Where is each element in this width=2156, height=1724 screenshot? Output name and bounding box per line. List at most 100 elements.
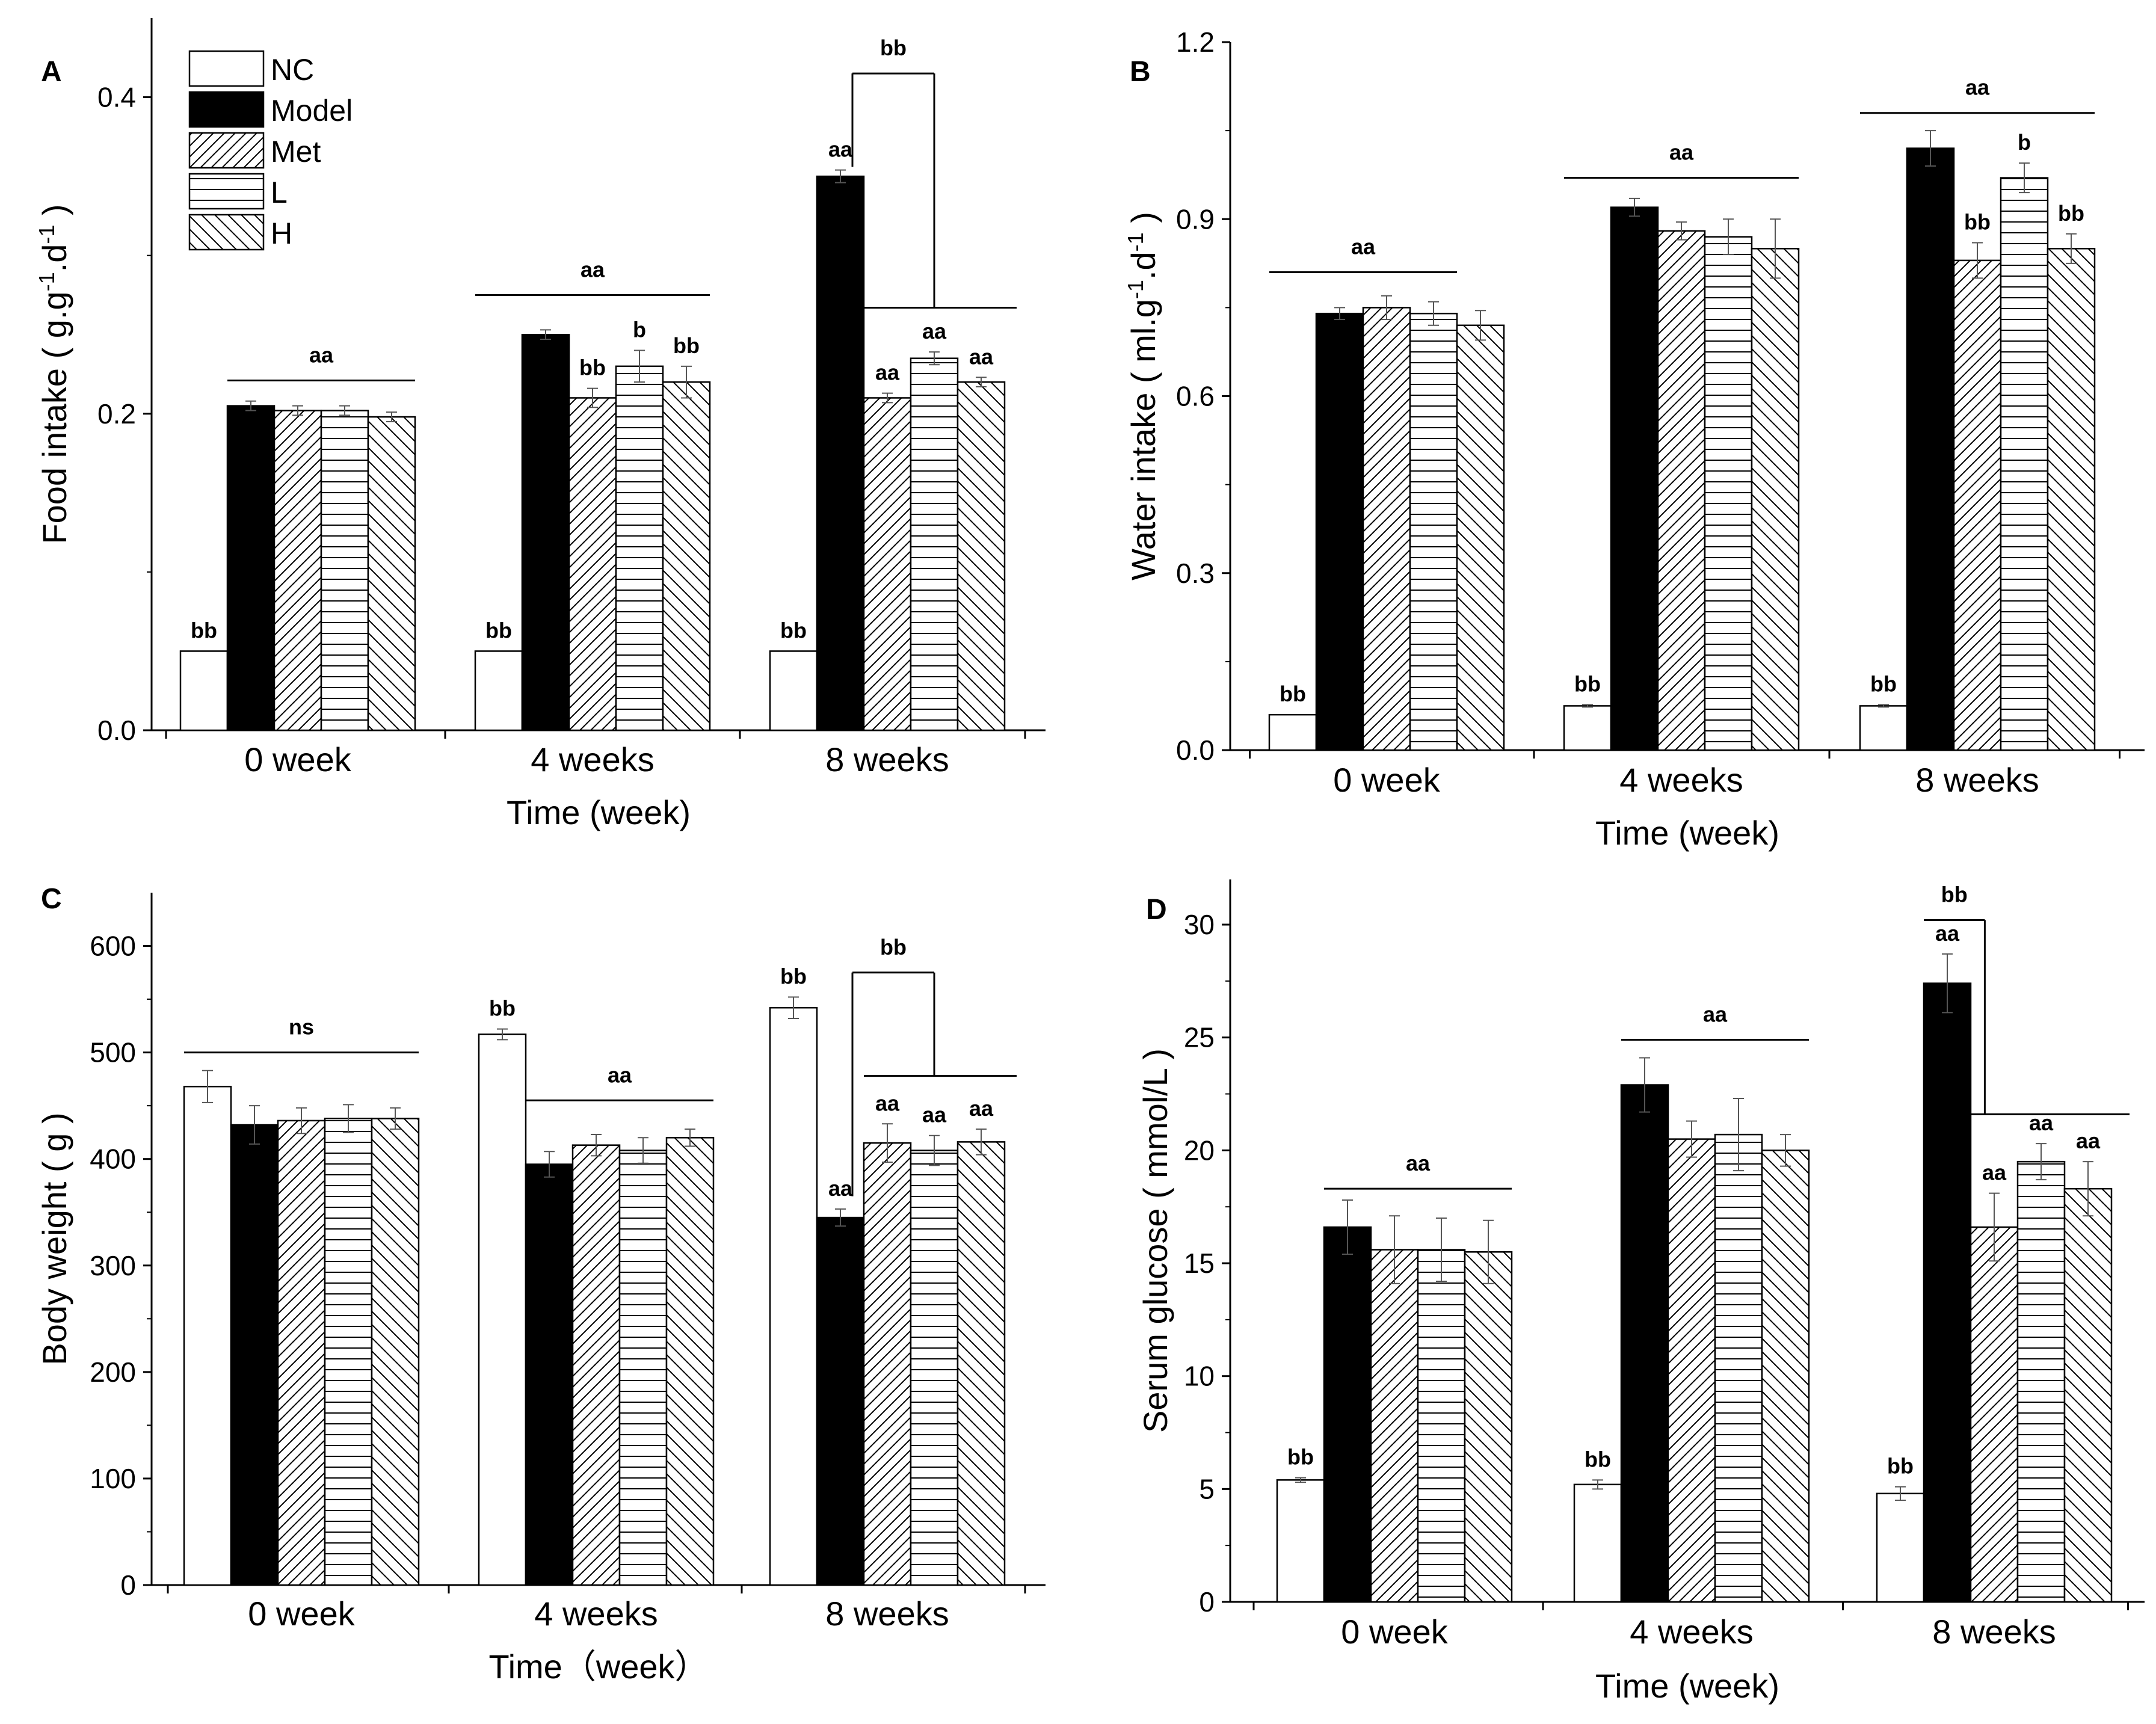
bar-model [1315,312,1364,751]
bar-nc [769,650,818,731]
bar-model [1923,982,1972,1603]
x-category-label: 0 week [244,740,351,778]
bar-nc [1268,713,1317,751]
significance-label: aa [875,360,900,385]
significance-label: bb [1887,1454,1914,1479]
bar-l [2000,177,2049,751]
panel-letter: D [1146,894,1167,926]
bar-nc [1563,705,1612,751]
y-tick-label: 30 [1184,909,1215,940]
bar-nc [769,1006,818,1586]
significance-label: bb [1870,671,1897,696]
significance-label: ns [289,1015,314,1039]
x-category-label: 8 weeks [1915,761,2039,799]
bar-met [1953,259,2002,751]
significance-label: bb [579,356,606,380]
y-tick-label: 0.9 [1176,203,1215,235]
bar-nc [1276,1479,1325,1603]
x-axis-title: Time (week) [1595,814,1779,852]
bar-nc [179,650,229,731]
y-axis-title-part: Serum glucose ( mmol/L ) [1136,1048,1174,1433]
panel-d-serum-glucose: 0 5 10 15 20 25 30 0 week 4 weeks 8 weeks Time (we… [1136,879,2145,1705]
significance-label: b [633,318,646,342]
legend-label-met: Met [271,135,321,168]
bar-met [1667,1138,1716,1603]
significance-label: bb [1287,1445,1314,1470]
y-tick-label: 20 [1184,1134,1215,1166]
significance-label: aa [828,137,853,162]
y-axis-title-part: Body weight ( g ) [35,1112,73,1365]
y-tick-label: 0.4 [97,82,136,113]
y-axis-title: Serum glucose ( mmol/L ) [1136,1048,1174,1433]
bar-h [665,1137,715,1586]
significance-label: aa [2076,1128,2101,1153]
bar-model [226,405,276,731]
y-tick-label: 25 [1184,1022,1215,1053]
y-tick-label: 200 [90,1356,136,1388]
bar-h [2047,248,2096,751]
significance-label: b [2018,130,2031,155]
bar-met [273,410,322,731]
y-axis-title-part: ) [1124,212,1162,232]
significance-label: bb [1941,882,1968,907]
y-tick-label: 1.2 [1176,26,1215,58]
y-tick-label: 500 [90,1037,136,1068]
bar-nc [1876,1492,1925,1603]
bar-met [863,397,912,731]
y-axis-title-part: ) [35,204,73,224]
significance-label: aa [1406,1151,1431,1175]
significance-label: aa [1982,1160,2007,1185]
significance-label: aa [1351,235,1376,259]
y-tick-label: 0.2 [97,398,136,429]
legend: NC Model Met LH [188,50,353,251]
y-axis-title-superscript: -1 [34,272,59,291]
x-category-label: 8 weeks [825,740,949,778]
y-tick-label: 0.0 [1176,734,1215,766]
bar-l [1409,312,1458,751]
bar-met [1657,230,1706,751]
x-axis-title: Time（week） [488,1648,708,1686]
y-tick-label: 10 [1184,1361,1215,1392]
bar-model [525,1163,574,1586]
bar-h [2063,1187,2113,1603]
x-category-label: 4 weeks [1630,1613,1753,1651]
bar-met [568,397,617,731]
significance-label: aa [969,1096,994,1121]
bar-h [367,416,416,731]
x-category-label: 0 week [1341,1613,1448,1651]
y-tick-label: 0.3 [1176,558,1215,589]
bar-model [521,333,570,731]
bar-h [1464,1251,1513,1603]
bar-nc [474,650,523,731]
x-category-label: 4 weeks [534,1595,658,1633]
y-axis-title-superscript: -1 [1123,232,1148,251]
significance-label: bb [880,35,907,60]
legend-swatch-model [188,91,265,128]
y-axis-title-part: Water intake ( ml.g [1124,299,1162,580]
bar-h [371,1118,420,1586]
bar-l [1704,236,1753,751]
panel-letter: C [41,883,62,915]
y-tick-label: 400 [90,1144,136,1175]
y-axis-title-part: .d [1124,251,1162,280]
bar-nc [1859,705,1908,751]
significance-label: bb [1574,671,1601,696]
y-axis-title: Water intake ( ml.g-1.d-1 ) [1123,212,1163,580]
y-tick-label: 0 [1199,1586,1215,1618]
bar-nc [183,1086,232,1586]
bar-h [956,381,1006,731]
legend-label-h: H [271,217,292,250]
x-category-label: 4 weeks [1619,761,1743,799]
significance-label: aa [922,1103,947,1127]
bar-h [1751,248,1800,751]
bar-l [910,357,959,731]
bar-l [615,365,664,731]
panel-b-water-intake: 0.0 0.3 0.6 0.9 1.2 0 week 4 weeks 8 weeks Time … [1123,26,2145,852]
significance-label: aa [608,1062,632,1087]
bar-model [1906,147,1955,751]
bar-model [816,1216,865,1586]
panel-letter: A [41,56,62,88]
bar-nc [1573,1483,1622,1603]
y-tick-label: 0.0 [97,715,136,746]
